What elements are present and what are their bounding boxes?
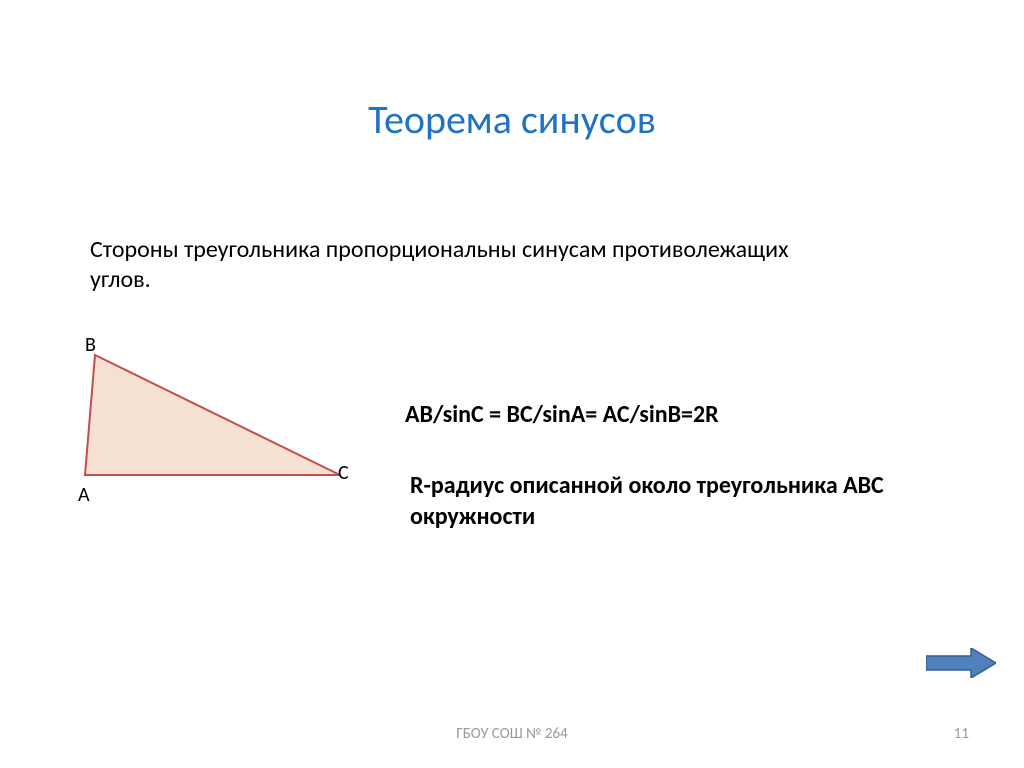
theorem-statement: Стороны треугольника пропорциональны син… — [90, 235, 820, 295]
triangle-diagram: A B C — [70, 335, 370, 535]
slide-title: Теорема синусов — [0, 95, 1024, 144]
page-number: 11 — [954, 725, 969, 743]
vertex-b-label: B — [85, 333, 96, 357]
arrow-right-icon — [926, 648, 996, 678]
radius-description: R-радиус описанной около треугольника АВ… — [410, 470, 890, 532]
triangle-svg — [70, 335, 370, 515]
footer-text: ГБОУ СОШ № 264 — [0, 725, 1024, 743]
next-arrow[interactable] — [926, 648, 996, 683]
vertex-c-label: C — [338, 461, 349, 485]
triangle-shape — [85, 355, 340, 475]
sine-law-formula: AB/sinC = BC/sinA= AC/sinB=2R — [405, 400, 719, 429]
vertex-a-label: A — [78, 483, 90, 507]
